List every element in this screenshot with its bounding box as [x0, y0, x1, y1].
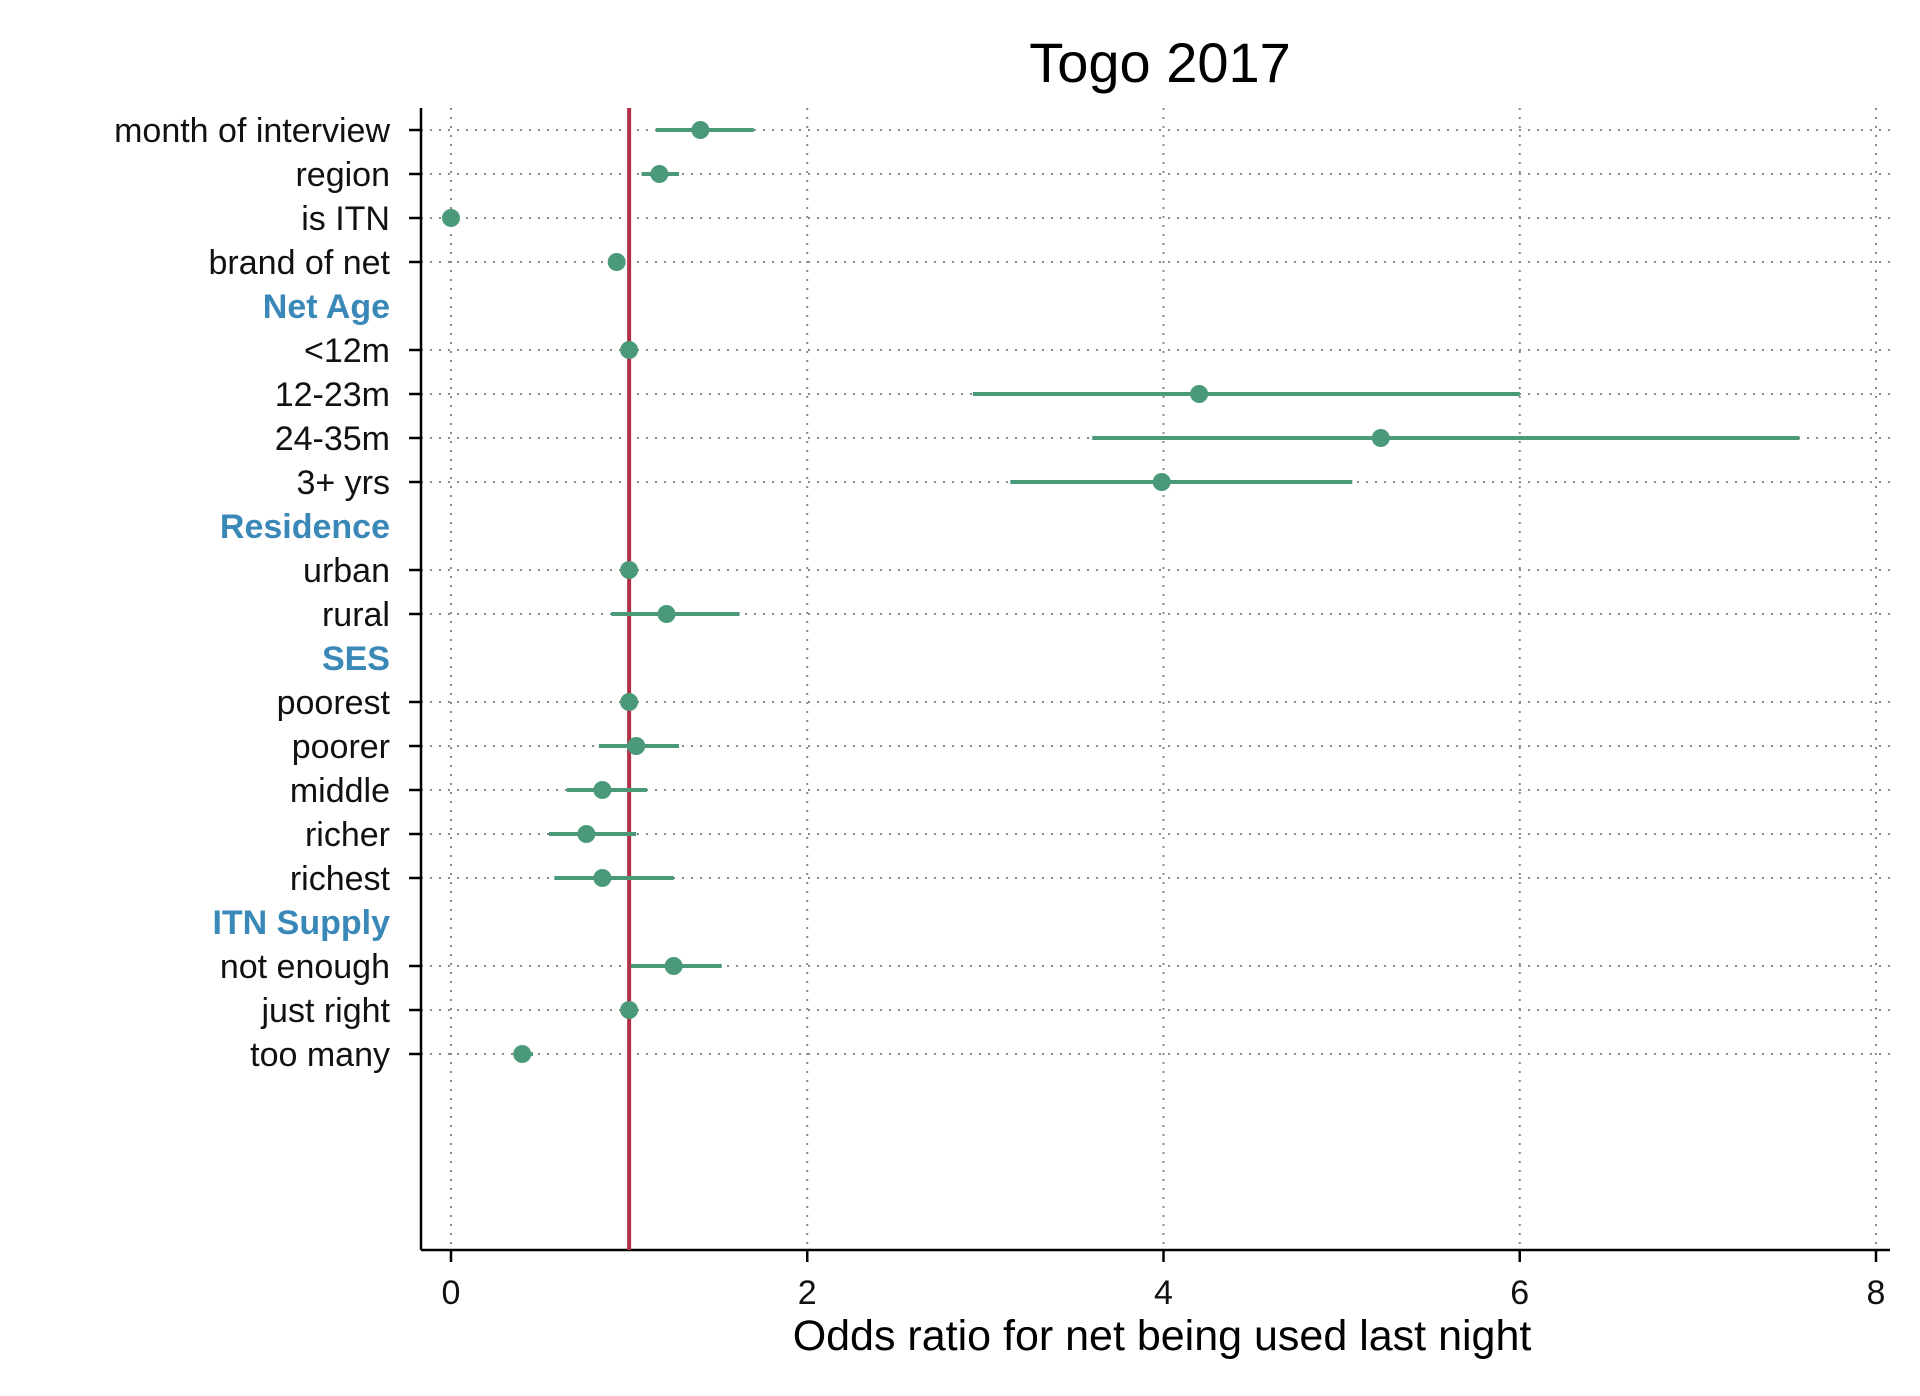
row-label: richest: [290, 860, 391, 898]
chart-title: Togo 2017: [1029, 31, 1291, 94]
row-label: urban: [303, 552, 390, 590]
point-estimate: [664, 957, 683, 975]
row-label: poorest: [277, 684, 391, 722]
point-estimate: [607, 253, 626, 271]
point-estimate: [593, 869, 612, 887]
point-estimate: [691, 121, 710, 139]
row-label: 24-35m: [275, 420, 390, 458]
row-label: too many: [250, 1036, 390, 1074]
point-estimate: [1152, 473, 1171, 491]
x-tick-label: 6: [1510, 1274, 1529, 1312]
row-label: richer: [305, 816, 390, 854]
point-estimate: [620, 693, 639, 711]
row-label: rural: [322, 596, 390, 634]
point-estimate: [657, 605, 676, 623]
gridlines: [421, 108, 1890, 1250]
row-labels: month of interview region is ITN brand of n…: [114, 112, 390, 1074]
row-label: is ITN: [301, 200, 390, 238]
row-label: <12m: [304, 332, 390, 370]
row-label: region: [295, 156, 390, 194]
row-label: poorer: [292, 728, 390, 766]
axes: [409, 108, 1890, 1262]
x-tick-label: 4: [1154, 1274, 1173, 1312]
point-estimate: [442, 209, 460, 227]
point-estimate: [577, 825, 596, 843]
x-tick-label: 0: [442, 1274, 461, 1312]
point-estimates: [442, 121, 1390, 1063]
x-tick-label: 2: [798, 1274, 817, 1312]
point-estimate: [1190, 385, 1209, 403]
row-label: 3+ yrs: [296, 464, 390, 502]
row-label: just right: [261, 992, 391, 1030]
point-estimate: [627, 737, 646, 755]
group-header: ITN Supply: [212, 904, 390, 942]
point-estimate: [593, 781, 612, 799]
point-estimate: [513, 1045, 532, 1063]
confidence-intervals: [451, 128, 1800, 1056]
group-header: SES: [322, 640, 390, 678]
row-label: 12-23m: [275, 376, 390, 414]
x-axis-label: Odds ratio for net being used last night: [793, 1312, 1532, 1360]
row-label: middle: [290, 772, 390, 810]
row-label: month of interview: [114, 112, 390, 150]
group-header: Residence: [220, 508, 390, 546]
x-tick-label: 8: [1867, 1274, 1886, 1312]
point-estimate: [650, 165, 669, 183]
row-label: brand of net: [209, 244, 391, 282]
group-header: Net Age: [263, 288, 390, 326]
point-estimate: [1371, 429, 1390, 447]
row-label: not enough: [220, 948, 390, 986]
point-estimate: [620, 341, 639, 359]
point-estimate: [620, 561, 639, 579]
x-tick-labels: 0 2 4 6 8: [442, 1274, 1886, 1312]
point-estimate: [620, 1001, 639, 1019]
